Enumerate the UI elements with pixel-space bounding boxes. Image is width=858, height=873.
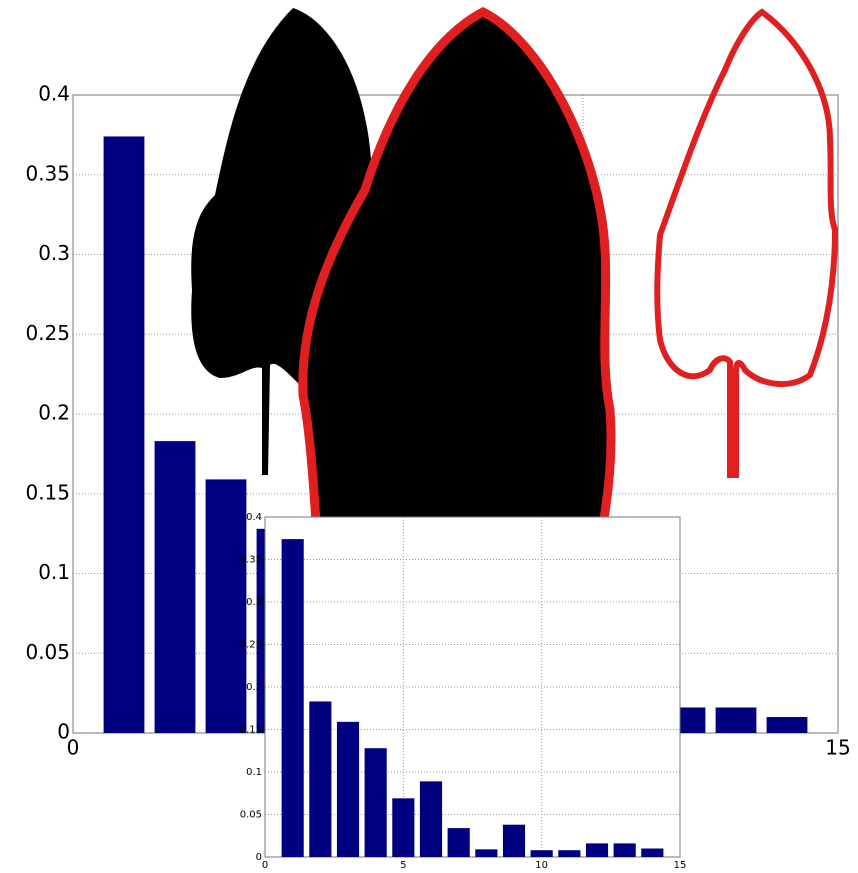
bar [337,722,359,857]
y-tick-label: 0.15 [240,725,262,736]
bar [475,849,497,857]
bar [155,441,196,733]
y-tick-label: 0.4 [38,82,70,106]
bar [767,717,808,733]
bar [641,849,663,858]
x-tick-label: 10 [535,860,548,871]
y-tick-label: 0.1 [246,767,262,778]
bar [392,798,414,857]
bar [614,843,636,857]
bar [365,748,387,857]
bar [586,843,608,857]
y-tick-label: 0.05 [25,640,70,664]
x-tick-label: 15 [825,736,850,760]
bar [558,850,580,857]
y-tick-label: 0.15 [25,480,70,504]
y-tick-label: 0.2 [246,682,262,693]
y-tick-label: 0.2 [38,401,70,425]
y-tick-label: 0.1 [38,560,70,584]
chart: 00.050.10.150.20.250.30.350.4051015 00.0… [0,0,858,873]
bar [531,850,553,857]
leaf-contour [657,12,835,475]
x-tick-label: 15 [674,860,687,871]
bar [104,136,145,733]
y-tick-label: 0.35 [25,161,70,185]
x-tick-label: 0 [67,736,80,760]
bar [282,539,304,857]
x-tick-label: 5 [400,860,406,871]
bar [448,828,470,857]
y-tick-label: 0.25 [25,321,70,345]
y-tick-label: 0.25 [240,640,262,651]
x-tick-label: 0 [262,860,268,871]
y-tick-label: 0.05 [240,810,262,821]
y-tick-label: 0.3 [246,597,262,608]
page: {"chart_data": [ {"type": "bar", "color"… [0,0,858,873]
bar [503,825,525,857]
y-tick-label: 0.35 [240,555,262,566]
bar [420,781,442,857]
y-tick-label: 0.4 [246,512,262,523]
bar [206,479,247,733]
y-tick-label: 0.3 [38,241,70,265]
bar [309,701,331,857]
bar [716,707,757,733]
